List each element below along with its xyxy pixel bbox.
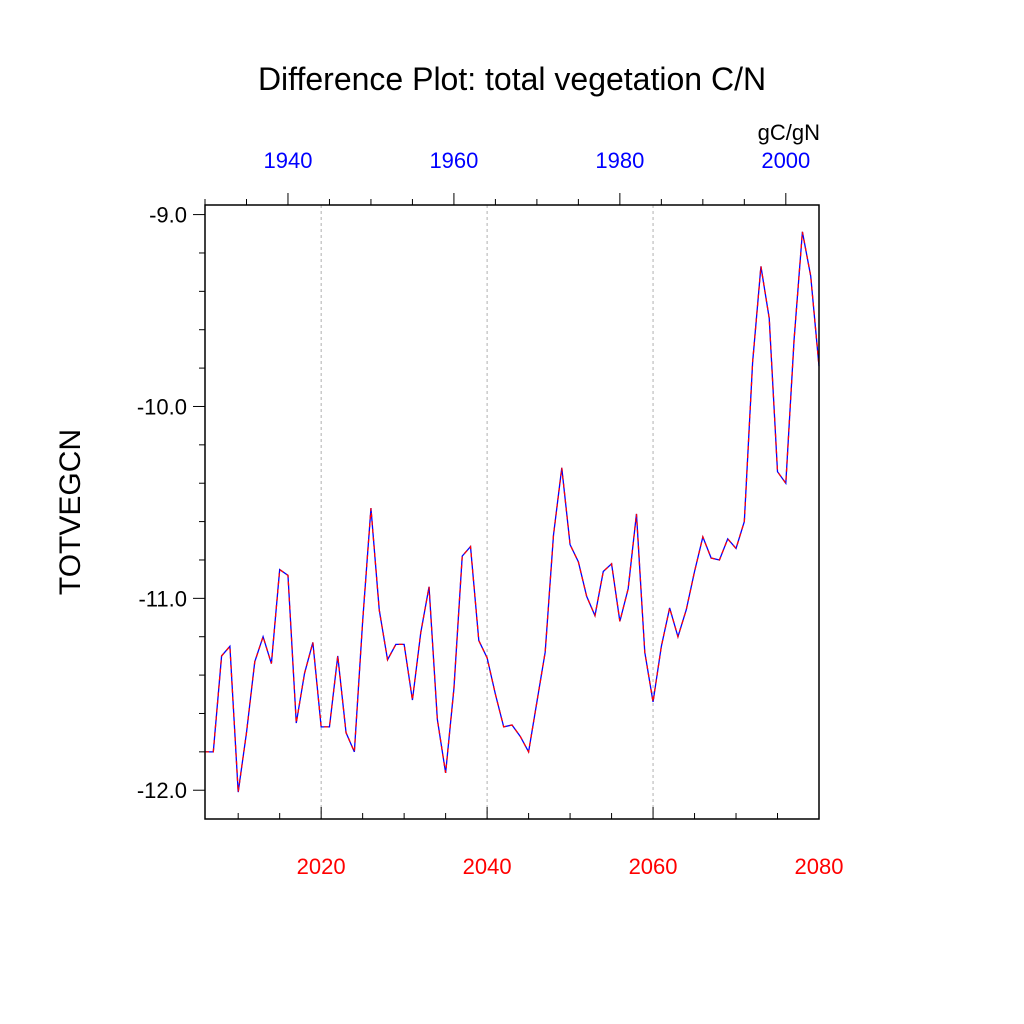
bottom-tick-label: 2040 bbox=[463, 854, 512, 879]
y-tick-label: -10.0 bbox=[137, 394, 187, 419]
y-axis-label: TOTVEGCN bbox=[54, 429, 87, 595]
data-series bbox=[205, 231, 820, 793]
grid-lines bbox=[320, 205, 654, 819]
units-label: gC/gN bbox=[758, 120, 820, 145]
axis-ticks bbox=[193, 193, 820, 819]
y-tick-label: -9.0 bbox=[149, 203, 187, 228]
chart-title: Difference Plot: total vegetation C/N bbox=[258, 61, 766, 97]
top-tick-label: 1940 bbox=[263, 148, 312, 173]
series-line-blue bbox=[205, 231, 820, 793]
y-tick-label: -11.0 bbox=[138, 586, 187, 611]
series-line-red bbox=[205, 231, 820, 793]
bottom-tick-label: 2020 bbox=[297, 854, 346, 879]
top-tick-label: 1980 bbox=[595, 148, 644, 173]
tick-labels: 2020 2040 2060 2080 1940 1960 1980 2000 -12.0 -11… bbox=[137, 148, 844, 879]
top-tick-label: 1960 bbox=[429, 148, 478, 173]
top-tick-label: 2000 bbox=[761, 148, 810, 173]
bottom-tick-label: 2080 bbox=[795, 854, 844, 879]
y-tick-label: -12.0 bbox=[137, 778, 187, 803]
plot-frame bbox=[204, 204, 820, 820]
bottom-tick-label: 2060 bbox=[629, 854, 678, 879]
